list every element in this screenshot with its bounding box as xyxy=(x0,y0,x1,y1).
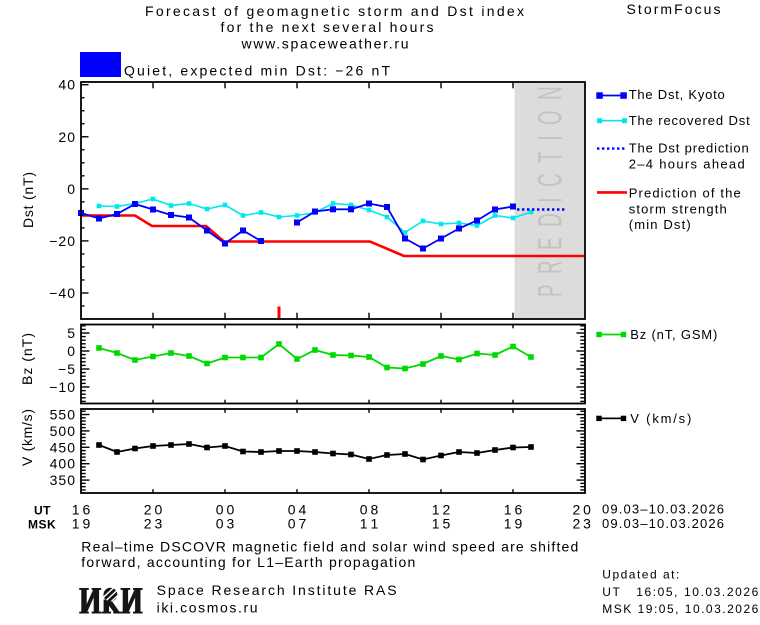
svg-text:storm strength: storm strength xyxy=(629,202,727,217)
svg-text:−20: −20 xyxy=(49,233,76,249)
svg-text:V (km/s): V (km/s) xyxy=(19,409,35,466)
svg-text:Bz (nT): Bz (nT) xyxy=(19,333,35,385)
svg-text:MSK 19:05, 10.03.2026: MSK 19:05, 10.03.2026 xyxy=(602,602,758,616)
svg-text:5: 5 xyxy=(67,325,76,341)
svg-text:The recovered Dst: The recovered Dst xyxy=(629,113,750,128)
svg-text:Bz (nT, GSM): Bz (nT, GSM) xyxy=(630,327,717,342)
svg-text:350: 350 xyxy=(50,472,76,488)
svg-text:Prediction of the: Prediction of the xyxy=(629,185,741,200)
svg-text:500: 500 xyxy=(50,423,76,439)
svg-text:550: 550 xyxy=(50,407,76,423)
svg-text:Space Research Institute RAS: Space Research Institute RAS xyxy=(157,582,397,598)
svg-text:Dst (nT): Dst (nT) xyxy=(20,172,36,228)
svg-text:0: 0 xyxy=(67,343,76,359)
svg-text:450: 450 xyxy=(50,439,76,455)
svg-text:Real–time DSCOVR magnetic fiel: Real–time DSCOVR magnetic field and sola… xyxy=(81,539,578,555)
svg-text:StormFocus: StormFocus xyxy=(627,1,721,17)
svg-text:2–4 hours ahead: 2–4 hours ahead xyxy=(629,157,745,172)
svg-text:09.03–10.03.2026: 09.03–10.03.2026 xyxy=(602,502,724,517)
svg-text:for the next several hours: for the next several hours xyxy=(221,19,434,35)
svg-text:Quiet, expected min Dst: −26 n: Quiet, expected min Dst: −26 nT xyxy=(124,63,390,79)
svg-text:UT: UT xyxy=(34,504,51,518)
svg-text:Updated at:: Updated at: xyxy=(602,568,679,582)
svg-text:0: 0 xyxy=(67,181,76,197)
svg-text:UT 16:05, 10.03.2026: UT 16:05, 10.03.2026 xyxy=(602,585,758,599)
svg-text:forward, accounting for L1–Ear: forward, accounting for L1–Earth propaga… xyxy=(81,554,415,570)
svg-text:−40: −40 xyxy=(49,285,76,301)
svg-text:40: 40 xyxy=(58,77,76,93)
svg-text:iki.cosmos.ru: iki.cosmos.ru xyxy=(157,600,258,616)
svg-text:20: 20 xyxy=(58,129,76,145)
svg-text:The Dst prediction: The Dst prediction xyxy=(629,141,749,156)
svg-text:−10: −10 xyxy=(49,379,76,395)
svg-text:V (km/s): V (km/s) xyxy=(630,411,691,426)
svg-text:400: 400 xyxy=(50,456,76,472)
svg-text:(min Dst): (min Dst) xyxy=(629,217,691,232)
svg-text:09.03–10.03.2026: 09.03–10.03.2026 xyxy=(602,516,724,531)
svg-text:MSK: MSK xyxy=(28,518,56,532)
svg-text:www.spaceweather.ru: www.spaceweather.ru xyxy=(241,36,409,52)
svg-text:The Dst, Kyoto: The Dst, Kyoto xyxy=(629,87,725,102)
svg-text:−5: −5 xyxy=(58,361,76,377)
